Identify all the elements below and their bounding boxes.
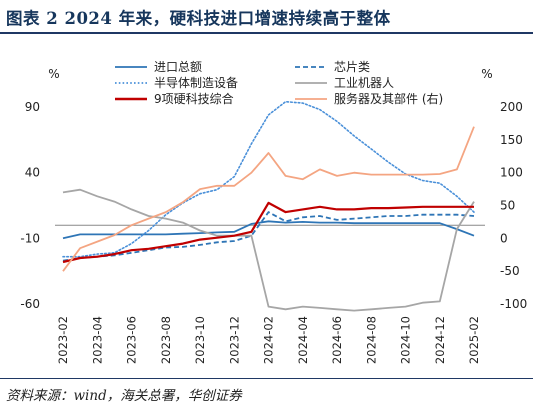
series-line-5: [62, 126, 475, 272]
title-rule: [0, 32, 533, 34]
legend-label-4: 9项硬科技综合: [154, 91, 234, 106]
x-tick-label: 2023-04: [90, 316, 104, 364]
source-note: 资料来源：wind，海关总署，华创证券: [6, 388, 242, 404]
series-line-1: [62, 211, 475, 262]
line-chart: % 90 40 -10 -60% 200 150 100 50 0 -50 -100 2023-02 20…: [20, 60, 527, 364]
x-tick-label: 2024-04: [296, 316, 310, 364]
chart-title: 图表 2 2024 年来，硬科技进口增速持续高于整体: [6, 9, 391, 28]
left-tick-label: 40: [25, 166, 40, 180]
x-tick-label: 2024-02: [262, 316, 276, 364]
x-tick-label: 2023-02: [56, 316, 70, 364]
right-tick-label: -100: [500, 297, 527, 311]
right-tick-label: 100: [500, 166, 523, 180]
x-tick-label: 2023-08: [159, 316, 173, 364]
series-line-0: [62, 220, 475, 240]
series-line-3: [62, 188, 475, 312]
left-axis-unit: %: [48, 67, 59, 81]
x-tick-label: 2024-06: [330, 316, 344, 364]
left-tick-label: 90: [25, 100, 40, 114]
left-tick-label: -10: [20, 231, 40, 245]
x-tick-label: 2024-10: [399, 316, 413, 364]
legend-label-1: 芯片类: [334, 60, 370, 74]
x-tick-label: 2025-02: [467, 316, 481, 364]
bottom-rule: [0, 378, 533, 379]
legend-label-2: 半导体制造设备: [154, 76, 238, 90]
x-tick-label: 2023-06: [125, 316, 139, 364]
legend-label-5: 服务器及其部件 (右): [334, 91, 443, 106]
right-tick-label: -50: [500, 264, 520, 278]
legend-label-3: 工业机器人: [334, 76, 394, 90]
x-tick-label: 2024-12: [433, 316, 447, 364]
x-tick-label: 2023-12: [227, 316, 241, 364]
right-tick-label: 0: [500, 231, 508, 245]
legend-label-0: 进口总额: [154, 60, 202, 74]
left-tick-label: -60: [20, 297, 40, 311]
series-line-4: [62, 201, 474, 264]
right-axis-unit: %: [481, 67, 492, 81]
right-tick-label: 50: [500, 199, 515, 213]
series-line-2: [62, 100, 475, 258]
right-tick-label: 150: [500, 133, 523, 147]
title-bar: 图表 2 2024 年来，硬科技进口增速持续高于整体: [0, 0, 533, 32]
right-tick-label: 200: [500, 100, 523, 114]
x-tick-label: 2023-10: [193, 316, 207, 364]
x-tick-label: 2024-08: [364, 316, 378, 364]
